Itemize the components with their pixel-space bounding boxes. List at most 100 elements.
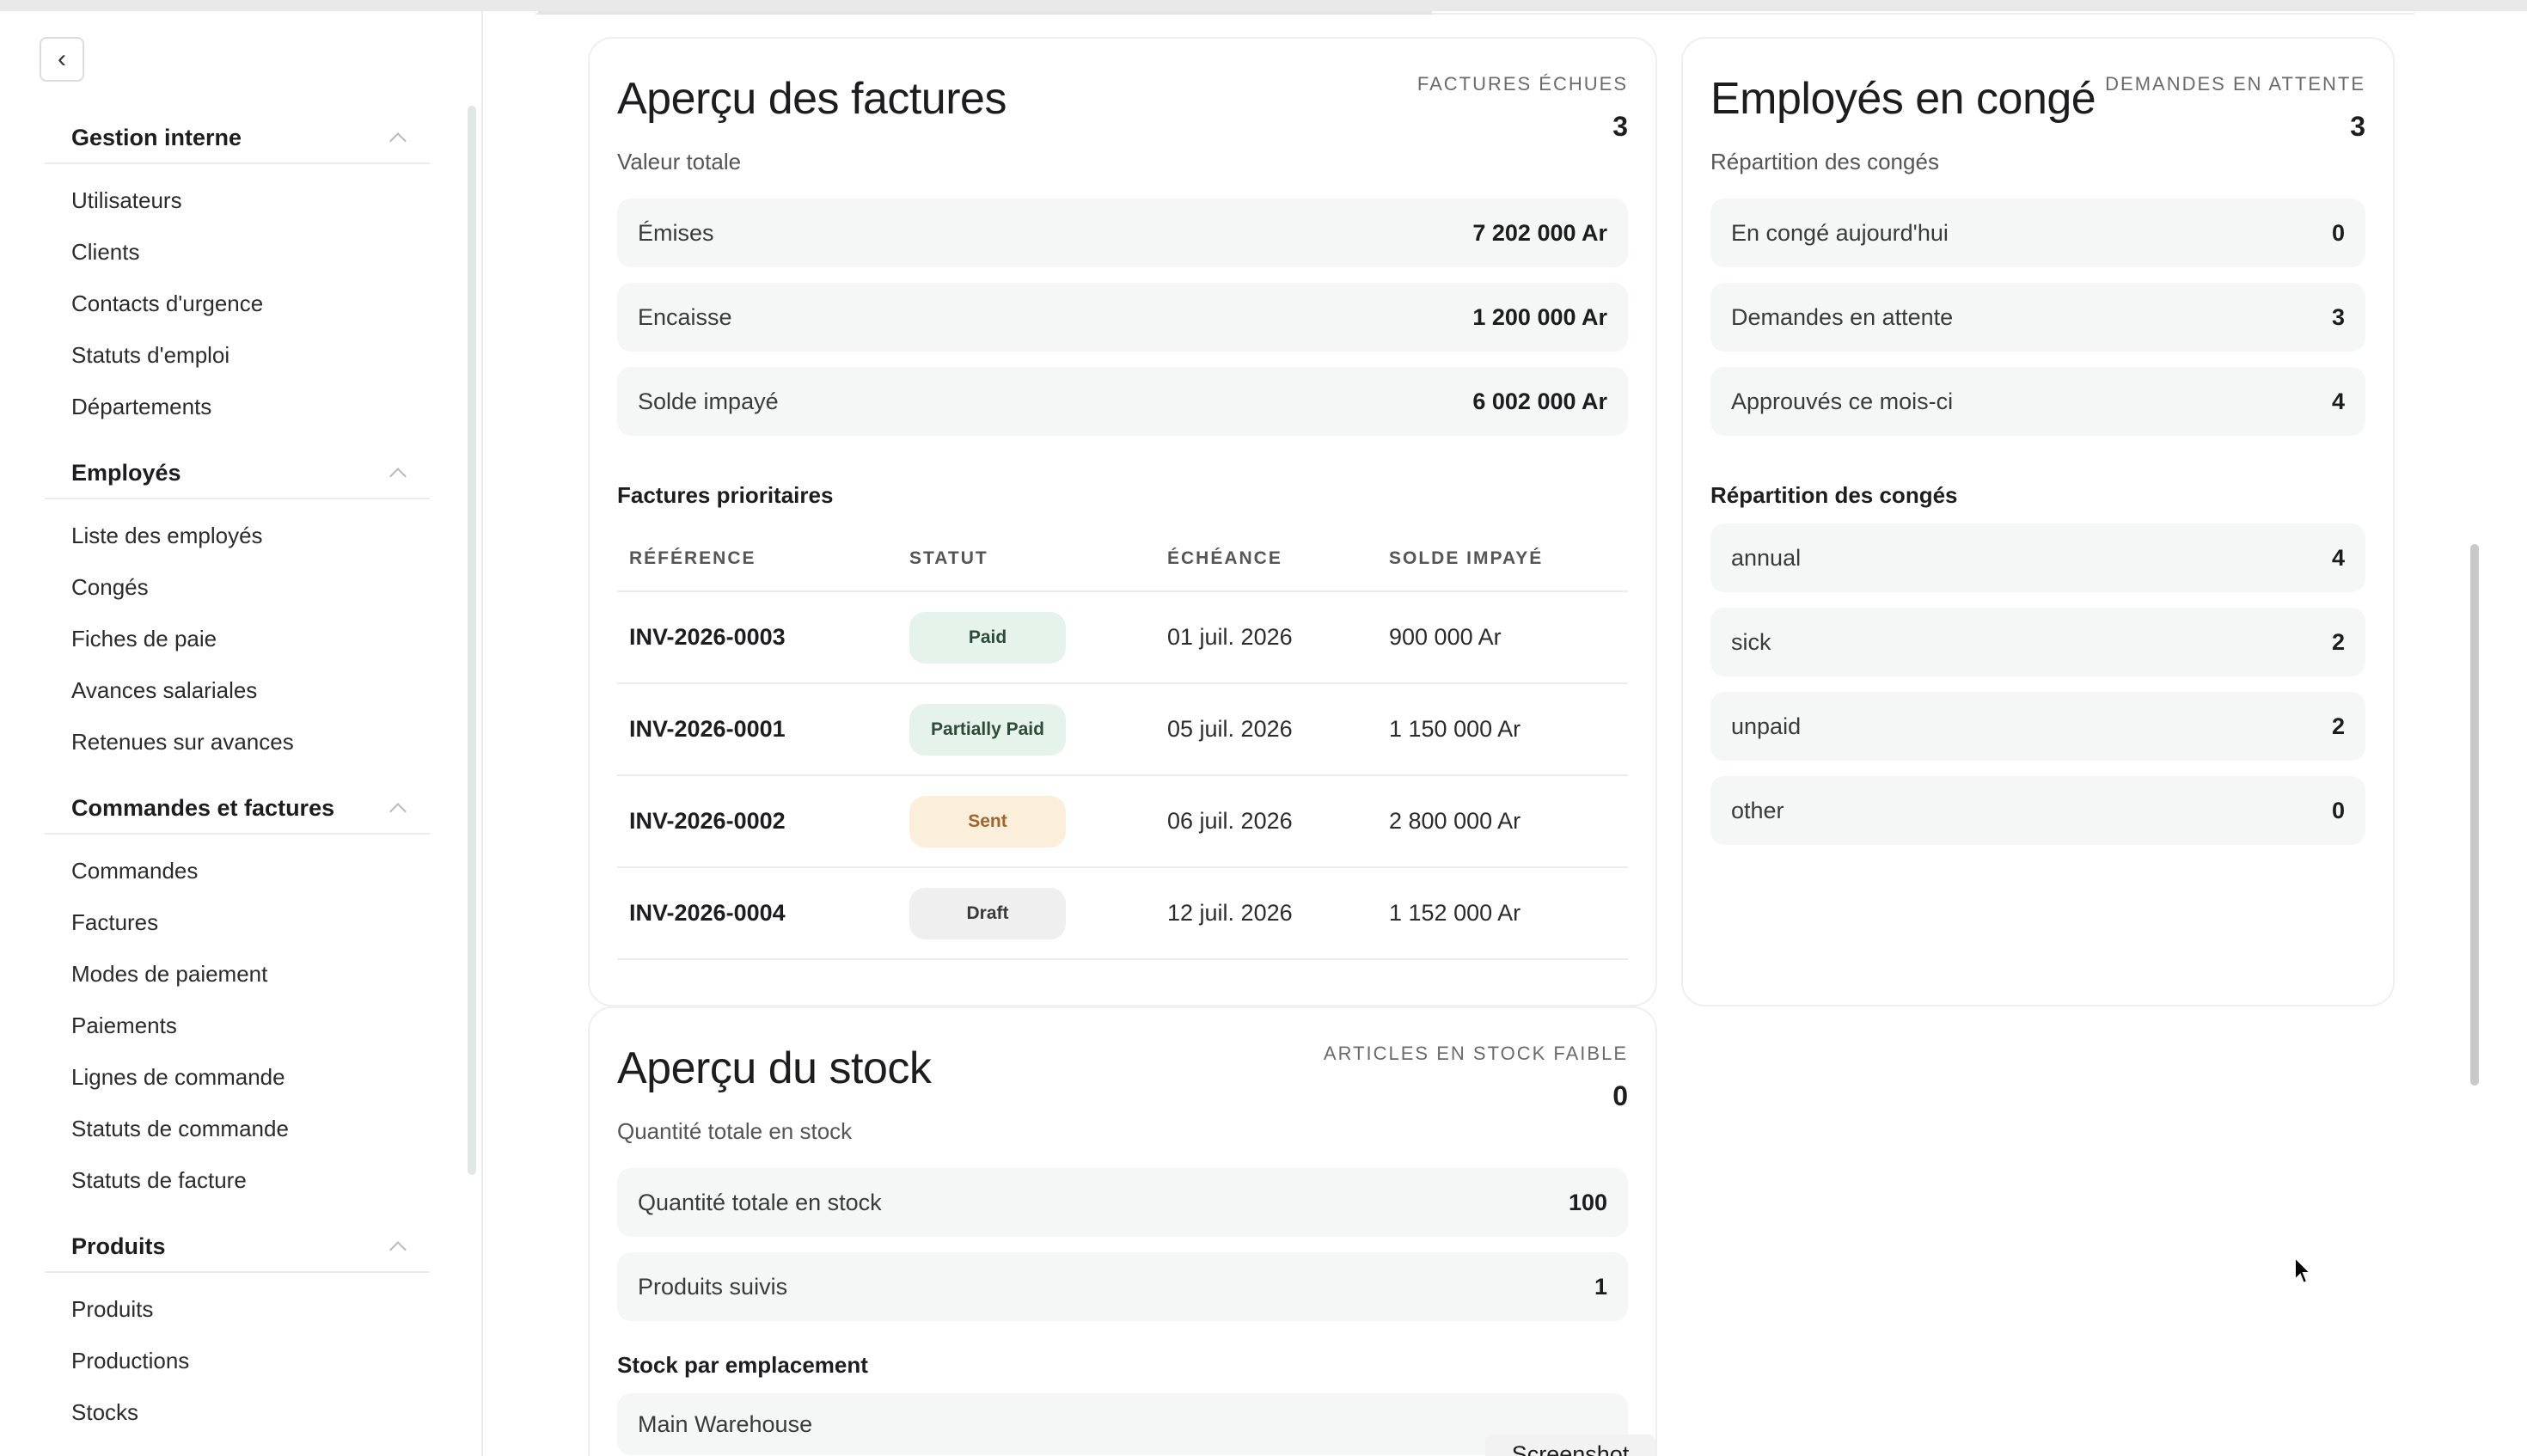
top-divider-accent <box>538 11 1432 15</box>
balance-amount: 900 000 Ar <box>1389 624 1502 650</box>
sidebar-item-paiements[interactable]: Paiements <box>71 1012 177 1038</box>
due-date: 12 juil. 2026 <box>1167 900 1293 926</box>
column-header[interactable]: RÉFÉRENCE <box>629 548 756 568</box>
leave-type-label: sick <box>1731 628 1771 655</box>
sidebar-item-fiches-paie[interactable]: Fiches de paie <box>71 626 217 652</box>
stat-label: Produits suivis <box>638 1273 788 1300</box>
leave-type-count: 2 <box>2331 628 2345 655</box>
stat-label: Demandes en attente <box>1731 303 1954 330</box>
stat-label: En congé aujourd'hui <box>1731 219 1949 246</box>
stat-value: 4 <box>2331 388 2345 414</box>
kpi-value: 3 <box>2350 111 2365 142</box>
kpi-label: ARTICLES EN STOCK FAIBLE <box>1323 1043 1628 1064</box>
stat-value: 7 202 000 Ar <box>1472 219 1607 246</box>
card-subtitle: Répartition des congés <box>1710 149 1939 174</box>
chevron-up-icon <box>389 468 407 485</box>
mouse-cursor-icon <box>2294 1256 2312 1285</box>
stat-value: 0 <box>2331 219 2345 246</box>
stat-label: Encaisse <box>638 303 732 330</box>
nav-group-title: Gestion interne <box>71 124 242 150</box>
invoice-reference[interactable]: INV-2026-0002 <box>629 808 786 834</box>
chevron-up-icon <box>389 132 407 150</box>
sidebar-item-stocks[interactable]: Stocks <box>71 1399 139 1425</box>
kpi-label: DEMANDES EN ATTENTE <box>2105 73 2365 95</box>
location-row: Main Warehouse <box>617 1393 1628 1455</box>
sidebar-item-statuts-facture[interactable]: Statuts de facture <box>71 1167 247 1193</box>
nav-group-header[interactable]: Employés <box>45 448 430 499</box>
invoice-reference[interactable]: INV-2026-0003 <box>629 624 786 650</box>
sidebar-item-produits[interactable]: Produits <box>71 1296 154 1322</box>
leave-type-row: other 0 <box>1710 776 2365 845</box>
nav-group-title: Employés <box>71 459 181 486</box>
collapse-sidebar-button[interactable]: ‹ <box>40 37 84 82</box>
kpi-value: 0 <box>1612 1080 1628 1111</box>
sidebar-nav: Gestion interne Utilisateurs Clients Con… <box>45 113 430 1453</box>
stat-value: 3 <box>2331 303 2345 330</box>
leave-type-row: annual 4 <box>1710 523 2365 592</box>
sidebar-item-lignes-commande[interactable]: Lignes de commande <box>71 1064 285 1090</box>
nav-group-gestion-interne: Gestion interne Utilisateurs Clients Con… <box>45 113 430 448</box>
balance-amount: 2 800 000 Ar <box>1389 808 1521 834</box>
nav-group-employes: Employés Liste des employés Congés Fiche… <box>45 448 430 783</box>
stat-value: 1 200 000 Ar <box>1472 303 1607 330</box>
sidebar-item-factures[interactable]: Factures <box>71 909 159 935</box>
table-row[interactable]: INV-2026-0003 Paid 01 juil. 2026 900 000… <box>617 592 1628 684</box>
stat-row: Produits suivis 1 <box>617 1252 1628 1321</box>
sidebar: ‹ Gestion interne Utilisateurs Clients C… <box>0 11 483 1456</box>
card-title: Aperçu des factures <box>617 74 1007 124</box>
leave-type-label: unpaid <box>1731 713 1802 739</box>
stock-card: Aperçu du stock Quantité totale en stock… <box>588 1006 1657 1456</box>
chevron-up-icon <box>389 1241 407 1258</box>
table-row[interactable]: INV-2026-0004 Draft 12 juil. 2026 1 152 … <box>617 868 1628 960</box>
sidebar-item-modes-paiement[interactable]: Modes de paiement <box>71 961 268 987</box>
status-badge: Draft <box>909 887 1066 939</box>
nav-group-header[interactable]: Commandes et factures <box>45 783 430 835</box>
sidebar-item-productions[interactable]: Productions <box>71 1348 190 1373</box>
invoices-card: Aperçu des factures Valeur totale FACTUR… <box>588 37 1657 1006</box>
sidebar-item-avances-salariales[interactable]: Avances salariales <box>71 677 258 703</box>
sidebar-item-conges[interactable]: Congés <box>71 574 149 600</box>
sidebar-item-statuts-commande[interactable]: Statuts de commande <box>71 1116 289 1141</box>
sidebar-item-utilisateurs[interactable]: Utilisateurs <box>71 187 182 213</box>
stat-value: 100 <box>1568 1189 1607 1215</box>
chevron-up-icon <box>389 803 407 820</box>
screenshot-tooltip: Screenshot <box>1485 1435 1655 1456</box>
column-header[interactable]: STATUT <box>909 548 988 568</box>
leave-type-count: 4 <box>2331 544 2345 571</box>
table-row[interactable]: INV-2026-0001 Partially Paid 05 juil. 20… <box>617 684 1628 776</box>
main-scrollbar[interactable] <box>2470 544 2479 1086</box>
leave-type-count: 0 <box>2331 797 2345 823</box>
stat-row: Approuvés ce mois-ci 4 <box>1710 367 2365 436</box>
sidebar-scrollbar[interactable] <box>468 106 476 1175</box>
stat-value: 1 <box>1594 1273 1607 1300</box>
due-date: 05 juil. 2026 <box>1167 716 1293 742</box>
sidebar-item-statuts-emploi[interactable]: Statuts d'emploi <box>71 342 230 368</box>
stat-row: En congé aujourd'hui 0 <box>1710 199 2365 267</box>
chevron-left-icon: ‹ <box>58 45 66 73</box>
column-header[interactable]: SOLDE IMPAYÉ <box>1389 548 1544 568</box>
sidebar-item-clients[interactable]: Clients <box>71 239 140 265</box>
invoice-reference[interactable]: INV-2026-0004 <box>629 900 786 926</box>
table-row[interactable]: INV-2026-0002 Sent 06 juil. 2026 2 800 0… <box>617 776 1628 868</box>
column-header[interactable]: ÉCHÉANCE <box>1167 548 1282 568</box>
status-badge: Paid <box>909 611 1066 664</box>
stat-row: Émises 7 202 000 Ar <box>617 199 1628 267</box>
stat-row: Solde impayé 6 002 000 Ar <box>617 367 1628 436</box>
leave-type-row: unpaid 2 <box>1710 692 2365 761</box>
card-title: Employés en congé <box>1710 74 2096 124</box>
sidebar-item-contacts-urgence[interactable]: Contacts d'urgence <box>71 291 264 316</box>
sidebar-item-departements[interactable]: Départements <box>71 394 212 419</box>
invoice-reference[interactable]: INV-2026-0001 <box>629 716 786 742</box>
nav-group-produits: Produits Produits Productions Stocks <box>45 1221 430 1453</box>
nav-group-header[interactable]: Produits <box>45 1221 430 1273</box>
sidebar-item-liste-employes[interactable]: Liste des employés <box>71 523 263 548</box>
nav-group-header[interactable]: Gestion interne <box>45 113 430 164</box>
card-subtitle: Valeur totale <box>617 149 742 174</box>
leave-type-label: other <box>1731 797 1784 823</box>
sidebar-item-commandes[interactable]: Commandes <box>71 858 199 884</box>
status-badge: Partially Paid <box>909 703 1066 756</box>
leave-type-row: sick 2 <box>1710 608 2365 676</box>
stat-row: Quantité totale en stock 100 <box>617 1168 1628 1237</box>
sidebar-item-retenues-avances[interactable]: Retenues sur avances <box>71 729 294 755</box>
leave-type-count: 2 <box>2331 713 2345 739</box>
